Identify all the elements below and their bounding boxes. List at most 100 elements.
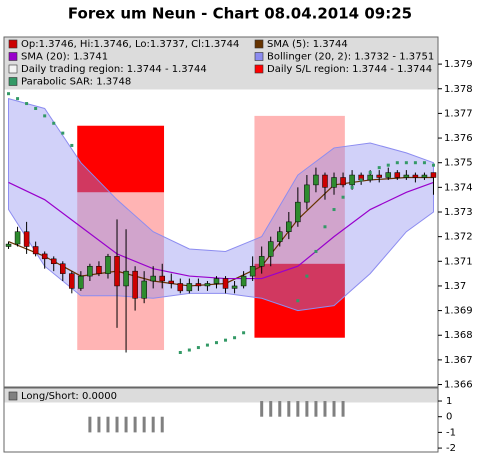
sar-dot: [233, 336, 237, 340]
candle-body: [96, 265, 102, 274]
sar-dot: [61, 131, 65, 135]
bar: [106, 416, 110, 433]
y-tick-label: 1.372: [444, 232, 473, 243]
candle-body: [5, 243, 12, 247]
candle-body: [87, 265, 93, 277]
sar-dot: [395, 161, 399, 165]
candle-body: [23, 231, 30, 247]
candle-body: [60, 263, 66, 274]
candle-body: [331, 177, 337, 188]
candle-body: [385, 172, 392, 178]
bar: [341, 401, 345, 417]
y-tick-label: -1: [446, 427, 456, 438]
sar-dot: [34, 106, 38, 110]
candle-body: [141, 280, 147, 299]
candle-body: [267, 241, 274, 257]
legend-label: Daily S/L region: 1.3744 - 1.3744: [267, 64, 432, 75]
candle-body: [204, 283, 211, 287]
bar: [88, 416, 92, 433]
sar-dot: [377, 166, 381, 170]
candle-body: [403, 174, 410, 178]
y-tick-label: 1.377: [444, 108, 473, 119]
sar-dot: [404, 161, 408, 165]
y-tick-label: 1.366: [444, 380, 473, 391]
legend-label: Bollinger (20, 2): 1.3732 - 1.3751: [267, 52, 434, 63]
candle-body: [258, 256, 265, 267]
legend-swatch: [8, 64, 18, 74]
sar-dot: [368, 171, 372, 175]
bar: [142, 416, 146, 433]
candle-body: [213, 278, 220, 284]
bar: [314, 401, 318, 417]
sar-dot: [386, 163, 390, 167]
chart-title: Forex um Neun - Chart 08.04.2014 09:25: [68, 5, 412, 23]
sar-dot: [350, 185, 354, 189]
candle-body: [159, 275, 165, 282]
candle-body: [123, 270, 129, 287]
lower-panel: Long/Short: 0.0000 1 0 -1 -2: [3, 387, 456, 454]
bar: [124, 416, 128, 433]
region-box: [77, 125, 165, 193]
y-tick-label: 1.371: [444, 256, 473, 267]
plot-area: [3, 36, 439, 388]
candle-body: [69, 273, 75, 289]
legend-swatch: [254, 64, 264, 74]
sar-dot: [323, 225, 327, 229]
sar-dot: [305, 274, 309, 278]
candle-body: [340, 177, 346, 186]
sar-dot: [341, 195, 345, 199]
candle-body: [430, 172, 437, 178]
bar: [260, 401, 264, 417]
candle-body: [14, 231, 21, 245]
bar: [332, 401, 336, 417]
y-tick-label: 1.368: [444, 330, 473, 341]
bar: [305, 401, 309, 417]
sar-dot: [422, 161, 426, 165]
candle-body: [376, 174, 382, 178]
legend-box: [4, 37, 438, 90]
sar-dot: [70, 143, 74, 147]
candle-body: [168, 280, 175, 284]
bar: [151, 416, 155, 433]
candle-body: [394, 172, 401, 178]
candle-body: [186, 283, 193, 292]
legend-label: Long/Short: 0.0000: [21, 391, 117, 402]
candle-body: [412, 174, 419, 178]
candle-body: [349, 174, 355, 186]
y-tick-label: 1.378: [444, 84, 473, 95]
candle-body: [240, 275, 247, 287]
candle-body: [313, 174, 319, 186]
candle-body: [177, 283, 184, 292]
legend-label: Op:1.3746, Hi:1.3746, Lo:1.3737, Cl:1.37…: [21, 39, 239, 50]
candle-body: [41, 253, 48, 260]
bar: [133, 416, 137, 433]
legend-label: SMA (5): 1.3744: [267, 39, 348, 50]
y-tick-label: 1.379: [444, 59, 473, 70]
sar-dot: [314, 249, 318, 253]
sar-dot: [205, 343, 209, 347]
sar-dot: [242, 331, 246, 335]
candle-body: [32, 246, 39, 255]
legend-swatch: [254, 52, 264, 61]
sar-dot: [296, 299, 300, 303]
sar-dot: [196, 346, 200, 350]
legend-box: [4, 388, 438, 403]
sar-dot: [43, 114, 47, 118]
sar-dot: [7, 92, 11, 96]
main-panel: Op:1.3746, Hi:1.3746, Lo:1.3737, Cl:1.37…: [3, 36, 473, 391]
candle-body: [114, 256, 120, 287]
legend-swatch: [8, 39, 18, 49]
legend-label: SMA (20): 1.3741: [21, 52, 108, 63]
bar: [287, 401, 291, 417]
candle-body: [304, 184, 310, 203]
candle-body: [277, 231, 283, 242]
bar: [278, 401, 282, 417]
sar-dot: [214, 341, 218, 345]
legend-swatch: [254, 39, 264, 49]
sar-dot: [359, 178, 363, 182]
bar: [269, 401, 273, 417]
y-tick-label: 1.373: [444, 207, 473, 218]
candle-body: [150, 275, 156, 282]
y-tick-label: 1.374: [444, 182, 473, 193]
